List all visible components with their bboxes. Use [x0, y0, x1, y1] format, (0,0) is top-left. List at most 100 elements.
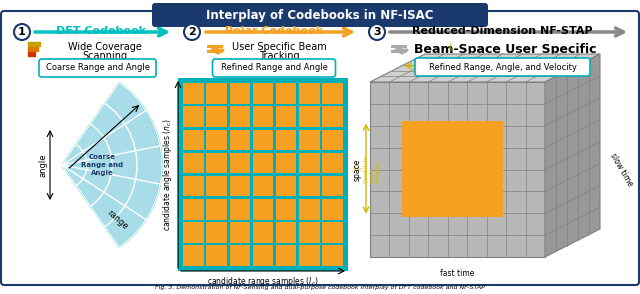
- Text: 3: 3: [373, 27, 381, 37]
- Bar: [276, 199, 296, 220]
- Bar: [230, 199, 250, 220]
- Text: candidate range samples ($l_c$): candidate range samples ($l_c$): [207, 275, 319, 288]
- Circle shape: [369, 24, 385, 40]
- Bar: [178, 78, 348, 271]
- Bar: [253, 245, 273, 266]
- Text: Reduced-Dimension NF-STAP: Reduced-Dimension NF-STAP: [412, 26, 593, 36]
- Text: Tracking: Tracking: [259, 51, 300, 61]
- Text: space: space: [353, 158, 362, 181]
- Bar: [230, 129, 250, 150]
- FancyBboxPatch shape: [212, 59, 335, 77]
- Bar: [276, 176, 296, 196]
- Bar: [299, 222, 319, 243]
- Bar: [183, 153, 204, 173]
- Text: Polar Codebook: Polar Codebook: [225, 26, 323, 36]
- Bar: [230, 245, 250, 266]
- Bar: [206, 245, 227, 266]
- Bar: [183, 222, 204, 243]
- FancyBboxPatch shape: [39, 59, 156, 77]
- Text: Coarse Range and Angle: Coarse Range and Angle: [45, 64, 150, 73]
- Bar: [183, 176, 204, 196]
- Bar: [299, 129, 319, 150]
- Text: Refined Range, Angle, and Velocity: Refined Range, Angle, and Velocity: [429, 63, 577, 71]
- Bar: [401, 121, 503, 217]
- Bar: [322, 222, 343, 243]
- Text: angle: angle: [38, 153, 47, 177]
- FancyBboxPatch shape: [1, 11, 639, 285]
- Circle shape: [14, 24, 30, 40]
- Bar: [206, 83, 227, 104]
- Bar: [206, 153, 227, 173]
- Text: Coarse
Range and
Angle: Coarse Range and Angle: [81, 154, 123, 176]
- Bar: [370, 82, 545, 257]
- Text: Scanning: Scanning: [82, 51, 127, 61]
- Bar: [183, 199, 204, 220]
- Text: Fig. 3. Demonstration of NF-Sensing and dual-purpose codebook interplay of DFT c: Fig. 3. Demonstration of NF-Sensing and …: [155, 285, 485, 290]
- FancyArrow shape: [28, 47, 38, 51]
- Bar: [183, 83, 204, 104]
- Bar: [207, 45, 223, 48]
- Bar: [230, 106, 250, 127]
- Bar: [206, 106, 227, 127]
- Bar: [253, 129, 273, 150]
- Bar: [299, 245, 319, 266]
- Text: candidate angle samples ($n_c$): candidate angle samples ($n_c$): [161, 118, 175, 231]
- Bar: [206, 129, 227, 150]
- Bar: [322, 245, 343, 266]
- Bar: [299, 106, 319, 127]
- Bar: [206, 222, 227, 243]
- Bar: [253, 83, 273, 104]
- Text: Candidate
angle
samples: Candidate angle samples: [364, 155, 381, 183]
- Text: fast time: fast time: [440, 269, 475, 278]
- FancyArrow shape: [28, 42, 40, 46]
- Text: Beam-Space User Specific: Beam-Space User Specific: [414, 44, 596, 56]
- Text: User Specific Beam: User Specific Beam: [232, 42, 326, 52]
- FancyArrow shape: [28, 52, 35, 56]
- Text: Wide Coverage: Wide Coverage: [68, 42, 141, 52]
- Bar: [276, 106, 296, 127]
- Bar: [276, 83, 296, 104]
- Polygon shape: [545, 54, 600, 257]
- Bar: [299, 199, 319, 220]
- Bar: [230, 176, 250, 196]
- Bar: [322, 129, 343, 150]
- Bar: [391, 45, 407, 48]
- Bar: [253, 106, 273, 127]
- Wedge shape: [62, 83, 162, 247]
- Bar: [276, 153, 296, 173]
- Bar: [253, 199, 273, 220]
- Text: $n_c$: $n_c$: [353, 163, 364, 174]
- Bar: [276, 245, 296, 266]
- Text: Refined Range and Angle: Refined Range and Angle: [221, 64, 328, 73]
- Bar: [253, 222, 273, 243]
- Text: Interplay of Codebooks in NF-ISAC: Interplay of Codebooks in NF-ISAC: [206, 9, 434, 22]
- Bar: [206, 199, 227, 220]
- FancyBboxPatch shape: [152, 3, 488, 27]
- Bar: [322, 106, 343, 127]
- Text: range: range: [105, 208, 129, 232]
- Bar: [299, 153, 319, 173]
- Bar: [253, 176, 273, 196]
- Bar: [183, 129, 204, 150]
- Bar: [322, 199, 343, 220]
- Circle shape: [184, 24, 200, 40]
- Bar: [322, 83, 343, 104]
- Bar: [299, 83, 319, 104]
- FancyBboxPatch shape: [415, 58, 590, 76]
- Bar: [230, 153, 250, 173]
- Text: 2: 2: [188, 27, 196, 37]
- Text: Candidate range samples: Candidate range samples: [412, 69, 493, 74]
- Bar: [322, 176, 343, 196]
- Bar: [230, 83, 250, 104]
- Bar: [207, 50, 223, 53]
- Text: DFT Codebook: DFT Codebook: [56, 26, 145, 36]
- Bar: [183, 106, 204, 127]
- Text: 1: 1: [18, 27, 26, 37]
- Text: $l_c$: $l_c$: [448, 42, 456, 54]
- Bar: [276, 222, 296, 243]
- Bar: [253, 153, 273, 173]
- Bar: [206, 176, 227, 196]
- Bar: [322, 153, 343, 173]
- Bar: [183, 245, 204, 266]
- Text: slow time: slow time: [608, 151, 634, 188]
